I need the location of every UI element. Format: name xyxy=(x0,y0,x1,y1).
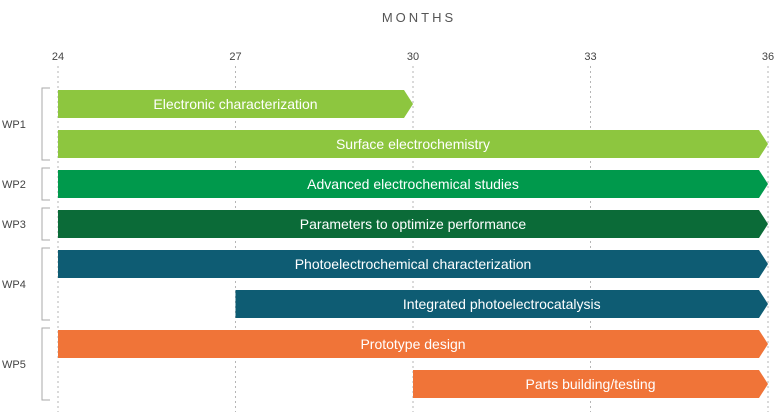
x-tick-label: 24 xyxy=(52,51,64,63)
task-bar xyxy=(413,370,768,398)
group-label: WP1 xyxy=(2,119,26,131)
task-bar xyxy=(235,290,768,318)
group-bracket xyxy=(41,247,50,321)
task-label: Integrated photoelectrocatalysis xyxy=(403,296,601,312)
task-label: Photoelectrochemical characterization xyxy=(295,256,532,272)
x-tick-label: 33 xyxy=(584,51,596,63)
x-axis-title: MONTHS xyxy=(382,10,456,25)
task-label: Parameters to optimize performance xyxy=(300,216,527,232)
group-bracket xyxy=(41,207,50,241)
x-tick-label: 36 xyxy=(762,51,774,63)
task-bar xyxy=(58,250,768,278)
task-label: Parts building/testing xyxy=(526,376,656,392)
group-label: WP5 xyxy=(2,359,26,371)
group-bracket xyxy=(41,167,50,201)
task-bar xyxy=(58,210,768,238)
group-brackets: WP1 WP2 WP3 WP4 WP5 xyxy=(2,87,50,401)
group-label: WP2 xyxy=(2,179,26,191)
group-bracket xyxy=(41,87,50,161)
group-label: WP3 xyxy=(2,219,26,231)
task-label: Electronic characterization xyxy=(153,96,317,112)
x-tick-label: 27 xyxy=(229,51,241,63)
task-bars: Electronic characterization Surface elect… xyxy=(58,90,768,398)
x-tick-labels: 24 27 30 33 36 xyxy=(52,51,774,63)
task-bar xyxy=(58,90,413,118)
group-bracket xyxy=(41,327,50,401)
x-tick-label: 30 xyxy=(407,51,419,63)
task-bar xyxy=(58,170,768,198)
task-bar xyxy=(58,130,768,158)
task-bar xyxy=(58,330,768,358)
task-label: Advanced electrochemical studies xyxy=(307,176,519,192)
task-label: Prototype design xyxy=(360,336,465,352)
group-label: WP4 xyxy=(2,279,26,291)
task-label: Surface electrochemistry xyxy=(336,136,490,152)
